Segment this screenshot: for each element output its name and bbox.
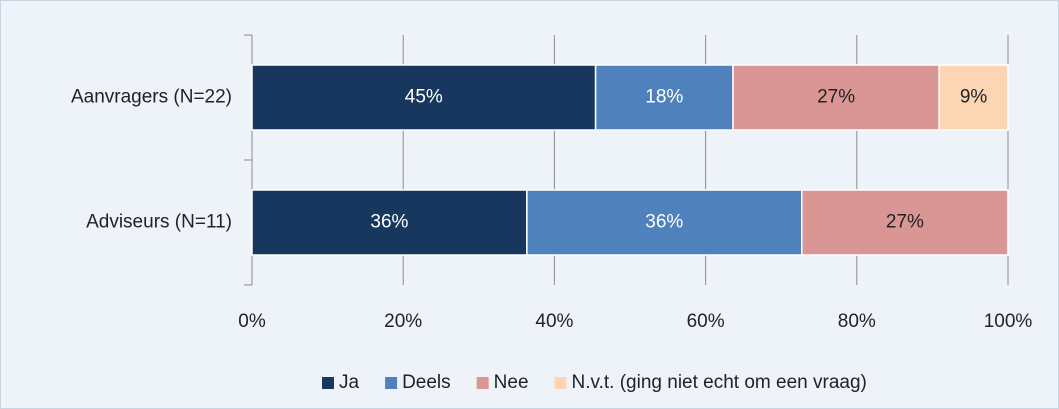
x-tick-label: 80% [838, 311, 876, 332]
data-label: 36% [370, 212, 408, 233]
data-label: 27% [817, 87, 855, 108]
bar-segment [251, 189, 528, 256]
data-label: 18% [645, 87, 683, 108]
legend-swatch [476, 377, 489, 389]
bar-segment [732, 64, 940, 131]
bar-segment [938, 64, 1009, 131]
legend-label: N.v.t. (ging niet echt om een vraag) [572, 372, 867, 393]
x-tick-label: 60% [687, 311, 725, 332]
bar-segment [251, 64, 597, 131]
y-tick-label: Aanvragers (N=22) [71, 87, 232, 108]
legend-label: Nee [494, 372, 529, 393]
legend-swatch [322, 377, 334, 389]
legend-label: Deels [402, 372, 451, 393]
y-tick-label: Adviseurs (N=11) [86, 212, 232, 233]
data-label: 27% [886, 212, 924, 233]
bar-segment [594, 64, 734, 131]
data-label: 36% [645, 212, 683, 233]
data-label: 9% [960, 87, 988, 108]
legend-label: Ja [339, 372, 360, 393]
legend-swatch [554, 377, 567, 389]
x-tick-label: 20% [384, 311, 422, 332]
data-label: 45% [405, 87, 443, 108]
legend-swatch [385, 377, 398, 389]
bar-segment [801, 189, 1009, 256]
x-tick-label: 0% [238, 311, 266, 332]
bar-segment [526, 189, 803, 256]
x-tick-label: 100% [984, 311, 1033, 332]
x-tick-label: 40% [535, 311, 573, 332]
